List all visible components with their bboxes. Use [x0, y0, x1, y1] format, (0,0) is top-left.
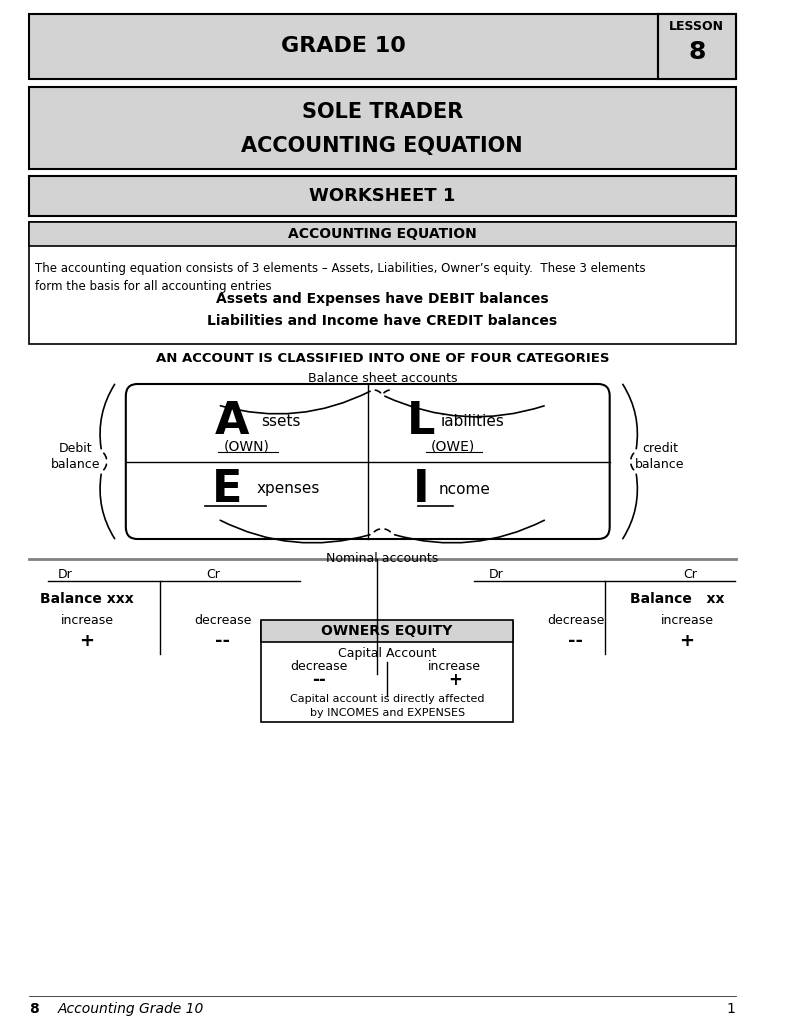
Text: Cr: Cr [206, 567, 220, 581]
Text: WORKSHEET 1: WORKSHEET 1 [309, 187, 456, 205]
Text: +: + [80, 632, 95, 650]
Text: xpenses: xpenses [256, 481, 320, 497]
Text: (OWN): (OWN) [224, 439, 270, 453]
Text: 1: 1 [727, 1002, 736, 1016]
Text: ncome: ncome [438, 481, 490, 497]
Text: (OWE): (OWE) [431, 439, 475, 453]
Bar [29, 176, 736, 216]
Bar [29, 87, 736, 169]
Text: +: + [448, 671, 462, 689]
Text: Balance   xx: Balance xx [630, 592, 725, 606]
Text: Nominal accounts: Nominal accounts [326, 553, 438, 565]
Text: ACCOUNTING EQUATION: ACCOUNTING EQUATION [241, 136, 523, 156]
Text: Capital Account: Capital Account [338, 646, 437, 659]
Bar [261, 620, 513, 642]
FancyBboxPatch shape [126, 384, 610, 539]
Text: L: L [407, 399, 435, 442]
Bar [29, 222, 736, 246]
Text: 8: 8 [688, 40, 706, 63]
Text: Assets and Expenses have DEBIT balances: Assets and Expenses have DEBIT balances [216, 292, 549, 306]
Text: Liabilities and Income have CREDIT balances: Liabilities and Income have CREDIT balan… [207, 314, 558, 328]
Text: iabilities: iabilities [441, 414, 504, 428]
Text: increase: increase [61, 614, 114, 628]
Bar [29, 222, 736, 344]
Text: increase: increase [429, 659, 482, 673]
Text: Balance sheet accounts: Balance sheet accounts [308, 373, 457, 385]
Bar [658, 14, 736, 79]
Text: Cr: Cr [683, 567, 697, 581]
Text: The accounting equation consists of 3 elements – Assets, Liabilities, Owner’s eq: The accounting equation consists of 3 el… [35, 262, 645, 293]
Text: ACCOUNTING EQUATION: ACCOUNTING EQUATION [288, 227, 477, 241]
Text: decrease: decrease [290, 659, 348, 673]
Text: LESSON: LESSON [669, 20, 725, 34]
Text: decrease: decrease [194, 614, 252, 628]
Text: 8: 8 [29, 1002, 39, 1016]
Text: OWNERS EQUITY: OWNERS EQUITY [321, 624, 452, 638]
Bar [29, 14, 736, 79]
Text: --: -- [215, 632, 230, 650]
Text: GRADE 10: GRADE 10 [281, 36, 406, 56]
Text: decrease: decrease [547, 614, 604, 628]
Text: increase: increase [660, 614, 713, 628]
Text: Dr: Dr [489, 567, 503, 581]
Text: --: -- [568, 632, 583, 650]
Text: E: E [212, 468, 243, 511]
Text: +: + [679, 632, 694, 650]
Text: Accounting Grade 10: Accounting Grade 10 [58, 1002, 204, 1016]
Text: Balance xxx: Balance xxx [40, 592, 134, 606]
Text: Debit
balance: Debit balance [51, 442, 100, 470]
Bar [261, 622, 513, 722]
Text: A: A [215, 399, 249, 442]
Text: Dr: Dr [58, 567, 73, 581]
Text: SOLE TRADER: SOLE TRADER [301, 102, 463, 122]
Text: ssets: ssets [261, 414, 301, 428]
Text: AN ACCOUNT IS CLASSIFIED INTO ONE OF FOUR CATEGORIES: AN ACCOUNT IS CLASSIFIED INTO ONE OF FOU… [156, 351, 609, 365]
Text: credit
balance: credit balance [635, 442, 685, 470]
Text: --: -- [312, 671, 326, 689]
Text: Capital account is directly affected
by INCOMES and EXPENSES: Capital account is directly affected by … [290, 694, 484, 718]
Text: I: I [413, 468, 430, 511]
